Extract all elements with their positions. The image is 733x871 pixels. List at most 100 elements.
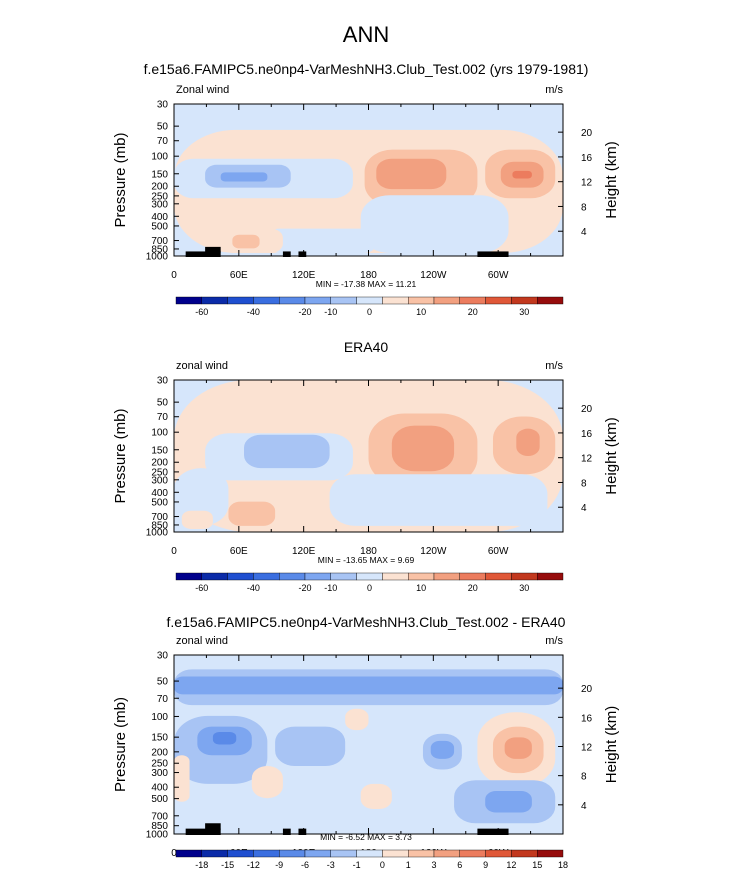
colorbar-label: 0 [380,860,385,870]
x-tick-label: 120E [292,270,316,281]
colorbar-swatch [382,572,409,581]
colorbar-swatch [408,296,435,305]
x-tick-label: 0 [171,848,177,859]
colorbar-swatch [537,296,564,305]
height-tick-label: 12 [581,742,593,753]
y-tick-label: 200 [151,182,168,193]
colorbar-swatch [485,572,512,581]
contour-region [181,510,213,529]
y-tick-label: 400 [151,488,168,499]
contour-region [391,425,455,472]
height-tick-label: 20 [581,128,593,139]
colorbar-swatch [511,849,538,858]
x-tick-label: 120W [420,546,447,557]
height-tick-label: 8 [581,478,587,489]
y-tick-label: 400 [151,783,168,794]
x-tick-label: 120E [292,546,316,557]
y-tick-label: 1000 [146,528,169,539]
colorbar-swatch [511,572,538,581]
colorbar-label: -40 [247,307,260,317]
colorbar-label: -12 [247,860,260,870]
x-tick-label: 0 [171,546,177,557]
y-tick-label: 500 [151,794,168,805]
contour-region [220,172,268,182]
colorbar-swatch [304,296,331,305]
y-tick-label: 70 [157,694,169,705]
contour-region [512,170,532,179]
colorbar-swatch [330,296,357,305]
contour-region [329,474,548,526]
x-tick-label: 60W [488,270,509,281]
y-tick-label: 50 [157,398,169,409]
topography-mask [282,251,291,257]
topography-mask [282,828,291,835]
y-tick-label: 500 [151,221,168,232]
y-tick-label: 70 [157,136,169,147]
panel-title: ERA40 [344,339,389,355]
contour-region [174,676,563,695]
units-label: m/s [545,84,563,96]
colorbar-label: -6 [301,860,309,870]
colorbar-label: 10 [416,307,426,317]
y-tick-label: 100 [151,152,168,163]
y-tick-label: 1000 [146,252,169,263]
colorbar-label: -18 [195,860,208,870]
y-tick-label: 700 [151,811,168,822]
colorbar-label: 20 [468,583,478,593]
y-tick-label: 150 [151,733,168,744]
y-tick-label: 850 [151,244,168,255]
x-tick-label: 60W [488,546,509,557]
x-tick-label: 60E [230,546,248,557]
variable-label: zonal wind [176,360,228,372]
colorbar-swatch [201,849,228,858]
colorbar-label: 6 [457,860,462,870]
colorbar-swatch [459,296,486,305]
colorbar-label: 0 [367,307,372,317]
y-tick-label: 250 [151,467,168,478]
y-tick-label: 50 [157,677,169,688]
colorbar-swatch [382,296,409,305]
contour-region [228,501,276,526]
y-tick-label: 500 [151,497,168,508]
topography-mask [185,828,221,835]
colorbar-swatch [511,296,538,305]
colorbar-swatch [330,572,357,581]
y-axis-title: Pressure (mb) [112,408,129,503]
y-tick-label: 250 [151,191,168,202]
colorbar-label: 15 [532,860,542,870]
colorbar-swatch [485,296,512,305]
topography-mask [298,251,307,257]
x-tick-label: 180 [360,546,377,557]
contour-region [244,434,330,469]
panel-1: f.e15a6.FAMIPC5.ne0np4-VarMeshNH3.Club_T… [112,61,620,317]
panel-title: f.e15a6.FAMIPC5.ne0np4-VarMeshNH3.Club_T… [167,614,566,630]
main-title: ANN [343,22,389,47]
x-tick-label: 0 [171,270,177,281]
colorbar-label: -15 [221,860,234,870]
y-axis-title: Pressure (mb) [112,132,129,227]
height-tick-label: 20 [581,684,593,695]
units-label: m/s [545,360,563,372]
y-axis-title: Pressure (mb) [112,697,129,792]
contour-fills [174,655,563,834]
colorbar-label: -9 [275,860,283,870]
colorbar-swatch [201,572,228,581]
colorbar-swatch [175,572,202,581]
height-tick-label: 8 [581,772,587,783]
colorbar-swatch [537,849,564,858]
colorbar-label: 0 [367,583,372,593]
colorbar-swatch [304,572,331,581]
min-max-stats: MIN = -17.38 MAX = 11.21 [316,279,417,289]
colorbar-swatch [279,849,306,858]
colorbar-swatch [227,572,254,581]
colorbar-swatch [279,296,306,305]
contour-region [275,726,346,766]
y-tick-label: 850 [151,520,168,531]
topography-mask [205,246,221,253]
topography-mask [205,823,221,830]
colorbar-label: 20 [468,307,478,317]
colorbar-label: 3 [431,860,436,870]
colorbar-label: 30 [519,583,529,593]
colorbar-label: 10 [416,583,426,593]
